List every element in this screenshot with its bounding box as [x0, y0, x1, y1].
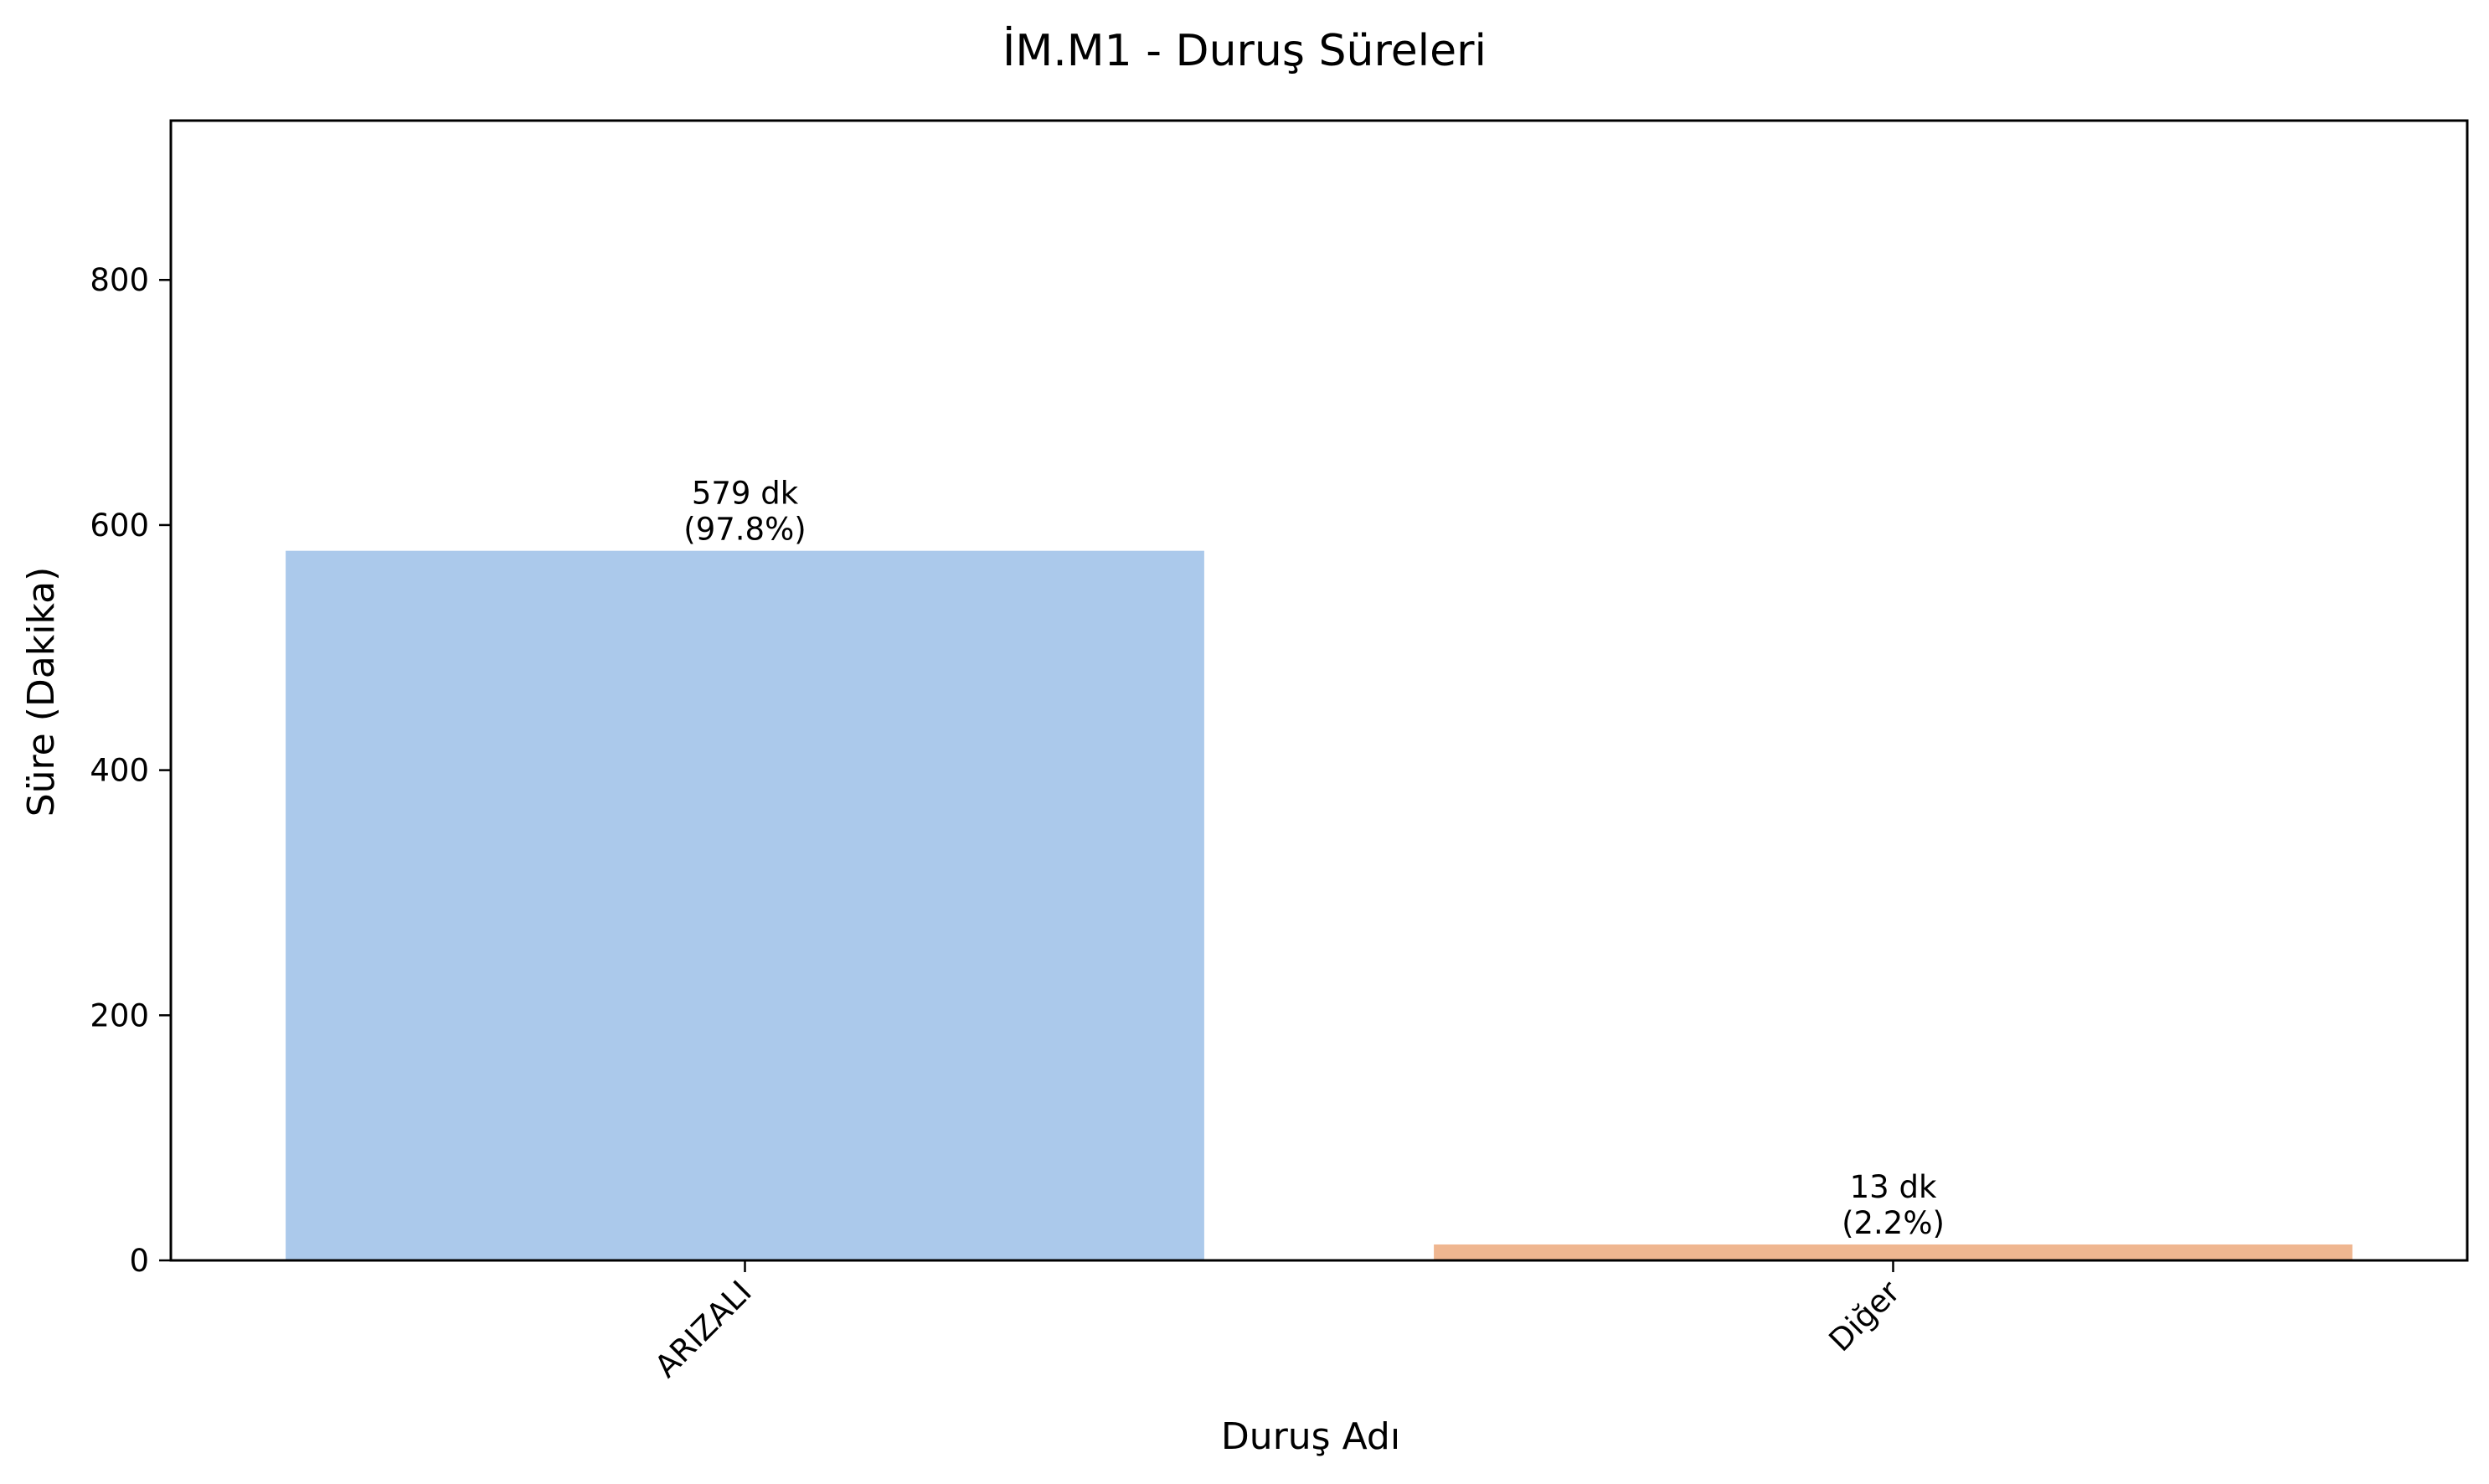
- plot-frame: [169, 119, 2469, 1262]
- x-axis-label: Duruş Adı: [1221, 1415, 1400, 1458]
- y-tick-label-2: 400: [90, 753, 149, 789]
- y-tick-label-4: 800: [90, 262, 149, 298]
- y-axis: 0 200 400 600 800: [90, 262, 171, 1279]
- bar-value-label-1: 13 dk (2.2%): [1842, 1169, 1945, 1241]
- y-tick-label-0: 0: [129, 1243, 149, 1279]
- bars-group: [286, 550, 2352, 1260]
- chart-title: İM.M1 - Duruş Süreleri: [1002, 25, 1487, 76]
- bar-value-label-0: 579 dk (97.8%): [683, 476, 806, 548]
- y-tick-label-3: 600: [90, 508, 149, 544]
- y-tick-label-1: 200: [90, 997, 149, 1033]
- bar-1: [1434, 1244, 2352, 1260]
- bar-0: [286, 550, 1204, 1260]
- bar-labels-group: 579 dk (97.8%) 13 dk (2.2%): [683, 476, 1945, 1241]
- y-axis-label: Süre (Dakika): [20, 567, 63, 817]
